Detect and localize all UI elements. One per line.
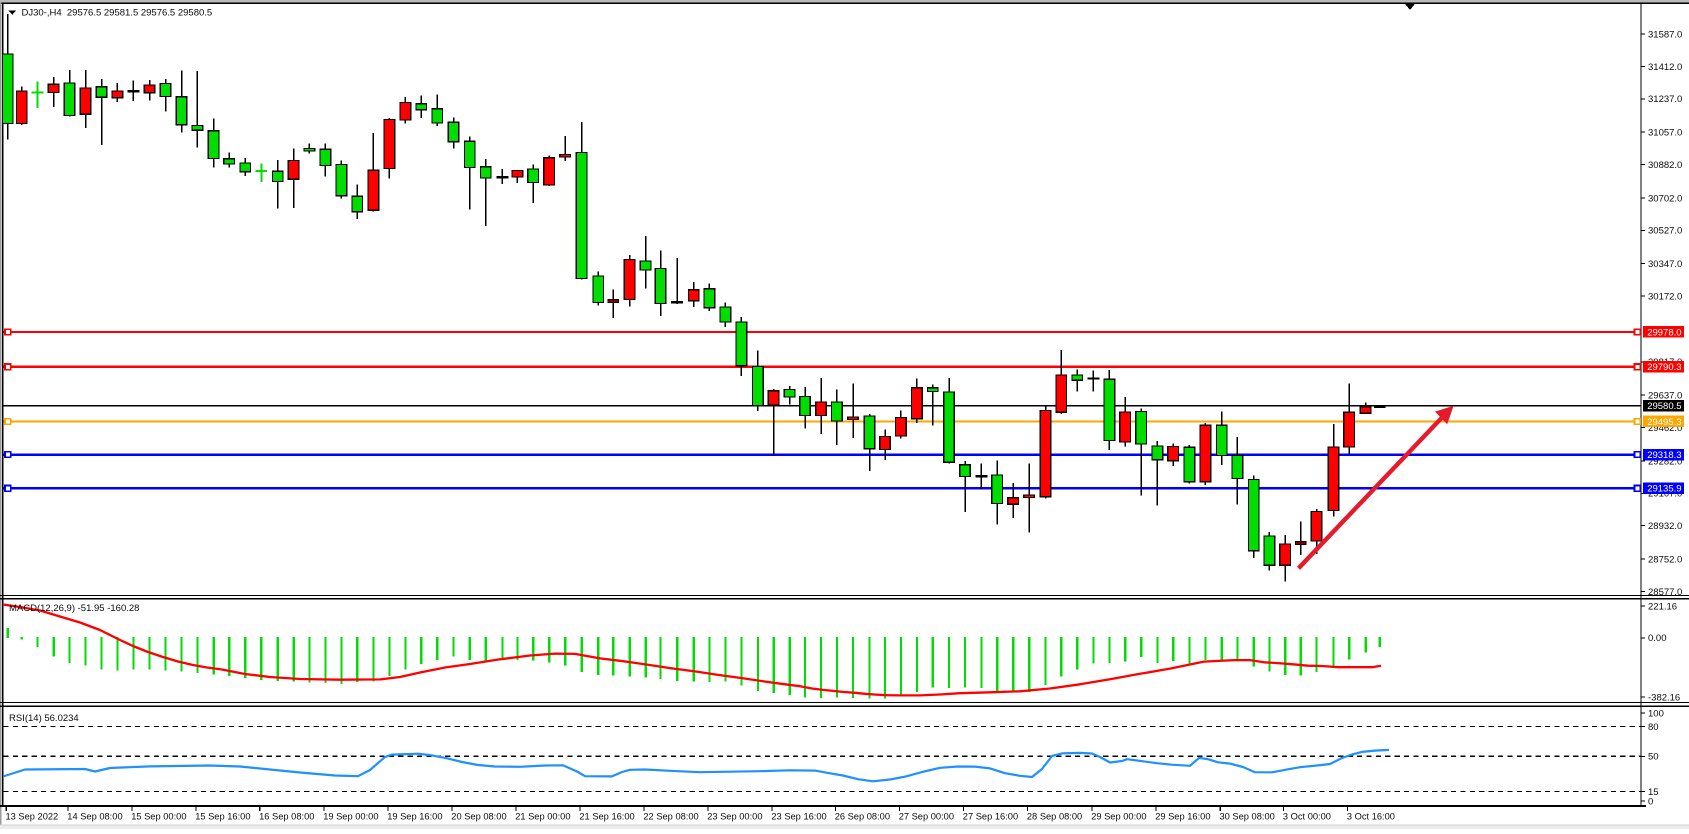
svg-text:13 Sep 2022: 13 Sep 2022 (6, 812, 59, 822)
svg-text:0.00: 0.00 (1648, 633, 1667, 644)
svg-text:-382.16: -382.16 (1648, 692, 1680, 703)
svg-text:30882.0: 30882.0 (1648, 160, 1682, 171)
svg-text:RSI(14) 56.0234: RSI(14) 56.0234 (9, 713, 79, 724)
svg-text:0: 0 (1648, 796, 1653, 807)
svg-text:28577.0: 28577.0 (1648, 587, 1682, 598)
svg-text:15: 15 (1648, 787, 1659, 798)
svg-text:80: 80 (1648, 722, 1659, 733)
svg-text:30702.0: 30702.0 (1648, 193, 1682, 204)
svg-text:15 Sep 00:00: 15 Sep 00:00 (131, 812, 186, 822)
svg-text:29 Sep 00:00: 29 Sep 00:00 (1091, 812, 1146, 822)
svg-text:27 Sep 16:00: 27 Sep 16:00 (963, 812, 1018, 822)
svg-text:26 Sep 08:00: 26 Sep 08:00 (835, 812, 890, 822)
svg-text:31057.0: 31057.0 (1648, 128, 1682, 139)
svg-text:29318.3: 29318.3 (1647, 450, 1681, 461)
svg-text:3 Oct 16:00: 3 Oct 16:00 (1347, 812, 1395, 822)
svg-text:29135.9: 29135.9 (1647, 484, 1681, 495)
svg-text:31412.0: 31412.0 (1648, 62, 1682, 73)
svg-text:31587.0: 31587.0 (1648, 29, 1682, 40)
svg-text:21 Sep 16:00: 21 Sep 16:00 (579, 812, 634, 822)
svg-text:22 Sep 08:00: 22 Sep 08:00 (643, 812, 698, 822)
svg-text:29580.5: 29580.5 (1647, 401, 1681, 412)
svg-text:MACD(12,26,9) -51.95 -160.28: MACD(12,26,9) -51.95 -160.28 (9, 603, 139, 614)
svg-text:29495.3: 29495.3 (1647, 417, 1681, 428)
svg-text:31237.0: 31237.0 (1648, 94, 1682, 105)
svg-text:21 Sep 00:00: 21 Sep 00:00 (515, 812, 570, 822)
svg-text:30 Sep 08:00: 30 Sep 08:00 (1220, 812, 1275, 822)
svg-text:50: 50 (1648, 752, 1659, 763)
svg-text:30172.0: 30172.0 (1648, 291, 1682, 302)
svg-text:29 Sep 16:00: 29 Sep 16:00 (1155, 812, 1210, 822)
svg-text:20 Sep 08:00: 20 Sep 08:00 (451, 812, 506, 822)
svg-text:27 Sep 00:00: 27 Sep 00:00 (899, 812, 954, 822)
svg-text:29462.0: 29462.0 (1648, 423, 1682, 434)
svg-text:28752.0: 28752.0 (1648, 555, 1682, 566)
svg-text:30347.0: 30347.0 (1648, 259, 1682, 270)
svg-text:29978.0: 29978.0 (1647, 327, 1681, 338)
svg-text:16 Sep 08:00: 16 Sep 08:00 (259, 812, 314, 822)
svg-text:30527.0: 30527.0 (1648, 226, 1682, 237)
svg-text:100: 100 (1648, 708, 1664, 719)
svg-text:23 Sep 16:00: 23 Sep 16:00 (771, 812, 826, 822)
svg-text:DJ30-,H4 29576.5 29581.5 2957: DJ30-,H4 29576.5 29581.5 29576.5 29580.5 (22, 7, 213, 18)
svg-text:29637.0: 29637.0 (1648, 391, 1682, 402)
svg-text:29282.0: 29282.0 (1648, 456, 1682, 467)
svg-text:28 Sep 08:00: 28 Sep 08:00 (1027, 812, 1082, 822)
svg-text:29107.0: 29107.0 (1648, 489, 1682, 500)
svg-text:221.16: 221.16 (1648, 601, 1677, 612)
svg-text:19 Sep 16:00: 19 Sep 16:00 (387, 812, 442, 822)
svg-text:14 Sep 08:00: 14 Sep 08:00 (67, 812, 122, 822)
svg-text:23 Sep 00:00: 23 Sep 00:00 (707, 812, 762, 822)
svg-text:3 Oct 00:00: 3 Oct 00:00 (1283, 812, 1331, 822)
svg-text:19 Sep 00:00: 19 Sep 00:00 (323, 812, 378, 822)
svg-text:29790.3: 29790.3 (1647, 362, 1681, 373)
svg-text:15 Sep 16:00: 15 Sep 16:00 (195, 812, 250, 822)
svg-text:28932.0: 28932.0 (1648, 521, 1682, 532)
